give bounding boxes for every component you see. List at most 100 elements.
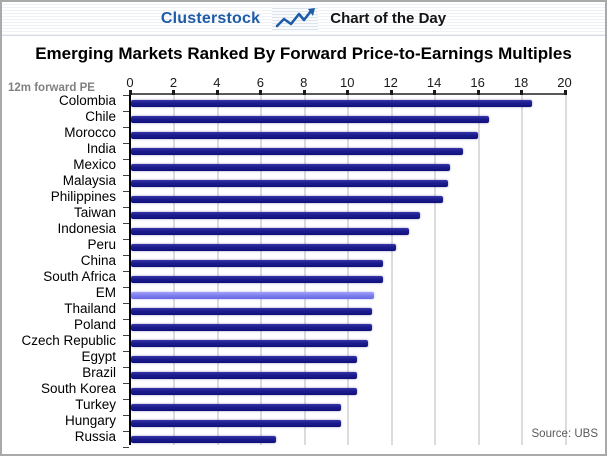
bar-brazil — [131, 371, 357, 379]
source-credit: Source: UBS — [531, 428, 598, 440]
category-label-morocco: Morocco — [64, 125, 116, 140]
bar-row-malaysia — [131, 175, 565, 191]
bar-row-em — [131, 287, 565, 303]
bar-em — [131, 291, 375, 299]
category-label-taiwan: Taiwan — [73, 205, 116, 220]
gridline-20 — [564, 95, 567, 445]
y-axis-tick — [123, 127, 129, 128]
line-chart-arrow-svg — [275, 7, 316, 27]
category-label-mexico: Mexico — [73, 157, 116, 172]
x-axis-tick — [476, 90, 480, 95]
category-label-brazil: Brazil — [82, 365, 116, 380]
category-label-thailand: Thailand — [64, 301, 116, 316]
category-label-south-korea: South Korea — [40, 381, 116, 396]
category-labels-column: Colombia Chile Morocco India Mexico Malaysia P… — [2, 93, 123, 445]
y-axis-tick — [123, 335, 129, 336]
y-axis-tick — [123, 143, 129, 144]
y-axis-tick — [123, 111, 129, 112]
x-axis-tick — [129, 90, 132, 95]
y-axis-tick — [123, 255, 129, 256]
bar-row-turkey — [131, 399, 565, 415]
x-tick-label-2: 2 — [169, 75, 178, 90]
category-label-indonesia: Indonesia — [57, 221, 116, 236]
y-axis-tick — [123, 159, 129, 160]
category-label-malaysia: Malaysia — [62, 173, 116, 188]
x-tick-label-14: 14 — [426, 75, 442, 90]
bar-row-egypt — [131, 351, 565, 367]
y-axis-tick — [123, 319, 129, 320]
gridline-4 — [216, 95, 219, 445]
bar-row-colombia — [131, 95, 565, 111]
bar-row-brazil — [131, 367, 565, 383]
bar-philippines — [131, 195, 444, 203]
category-label-colombia: Colombia — [58, 93, 116, 108]
x-axis-tick — [302, 90, 306, 95]
y-axis-tick — [123, 175, 129, 176]
y-axis-tick — [123, 239, 129, 240]
bar-egypt — [131, 355, 357, 363]
y-axis-tick — [123, 431, 129, 432]
gridline-6 — [260, 95, 263, 445]
category-label-turkey: Turkey — [75, 397, 116, 412]
bar-row-hungary — [131, 415, 565, 431]
y-axis-tick — [123, 415, 129, 416]
x-axis-tick — [172, 90, 176, 95]
bar-row-poland — [131, 319, 565, 335]
bar-row-peru — [131, 239, 565, 255]
bar-colombia — [131, 99, 533, 107]
y-axis-tick — [123, 351, 129, 352]
y-axis-tick — [123, 223, 129, 224]
x-axis-tick — [346, 90, 350, 95]
bar-india — [131, 147, 463, 155]
y-axis-tick — [123, 207, 129, 208]
bar-row-taiwan — [131, 207, 565, 223]
gridline-16 — [477, 95, 480, 445]
x-axis-tick — [389, 90, 393, 95]
x-axis-tick — [563, 90, 567, 95]
y-axis-tick — [123, 191, 129, 192]
category-label-hungary: Hungary — [64, 413, 116, 428]
bar-row-chile — [131, 111, 565, 127]
category-label-philippines: Philippines — [50, 189, 116, 204]
bar-row-china — [131, 255, 565, 271]
category-label-peru: Peru — [87, 237, 116, 252]
x-axis-tick — [259, 90, 263, 95]
y-axis-tick — [123, 95, 129, 96]
x-tick-label-16: 16 — [470, 75, 485, 90]
bar-poland — [131, 323, 372, 331]
category-label-em: EM — [95, 285, 116, 300]
y-axis-tick — [123, 383, 129, 384]
bar-row-russia — [131, 431, 565, 447]
category-label-russia: Russia — [74, 429, 116, 444]
bar-indonesia — [131, 227, 409, 235]
gridline-18 — [521, 95, 524, 445]
bar-chile — [131, 115, 490, 123]
bar-row-india — [131, 143, 565, 159]
bar-south-africa — [131, 275, 383, 283]
bar-row-south-africa — [131, 271, 565, 287]
x-tick-label-10: 10 — [340, 75, 355, 90]
gridline-10 — [347, 95, 350, 445]
x-tick-label-6: 6 — [256, 75, 264, 90]
bar-row-indonesia — [131, 223, 565, 239]
category-label-india: India — [86, 141, 116, 156]
bar-row-philippines — [131, 191, 565, 207]
bar-row-south-korea — [131, 383, 565, 399]
header-title: Chart of the Day — [330, 10, 447, 27]
category-label-south-africa: South Africa — [43, 269, 116, 284]
gridline-2 — [173, 95, 176, 445]
bar-morocco — [131, 131, 479, 139]
chart-title: Emerging Markets Ranked By Forward Price… — [35, 44, 572, 63]
bar-peru — [131, 243, 396, 251]
x-tick-label-12: 12 — [383, 75, 398, 90]
x-axis-tick — [433, 90, 437, 95]
gridline-12 — [390, 95, 393, 445]
bar-china — [131, 259, 383, 267]
bar-row-thailand — [131, 303, 565, 319]
clusterstock-logo-text: Clusterstock — [160, 9, 261, 27]
x-axis-unit-label: 12m forward PE — [8, 82, 95, 94]
bar-thailand — [131, 307, 372, 315]
bar-taiwan — [131, 211, 420, 219]
category-label-poland: Poland — [73, 317, 116, 332]
